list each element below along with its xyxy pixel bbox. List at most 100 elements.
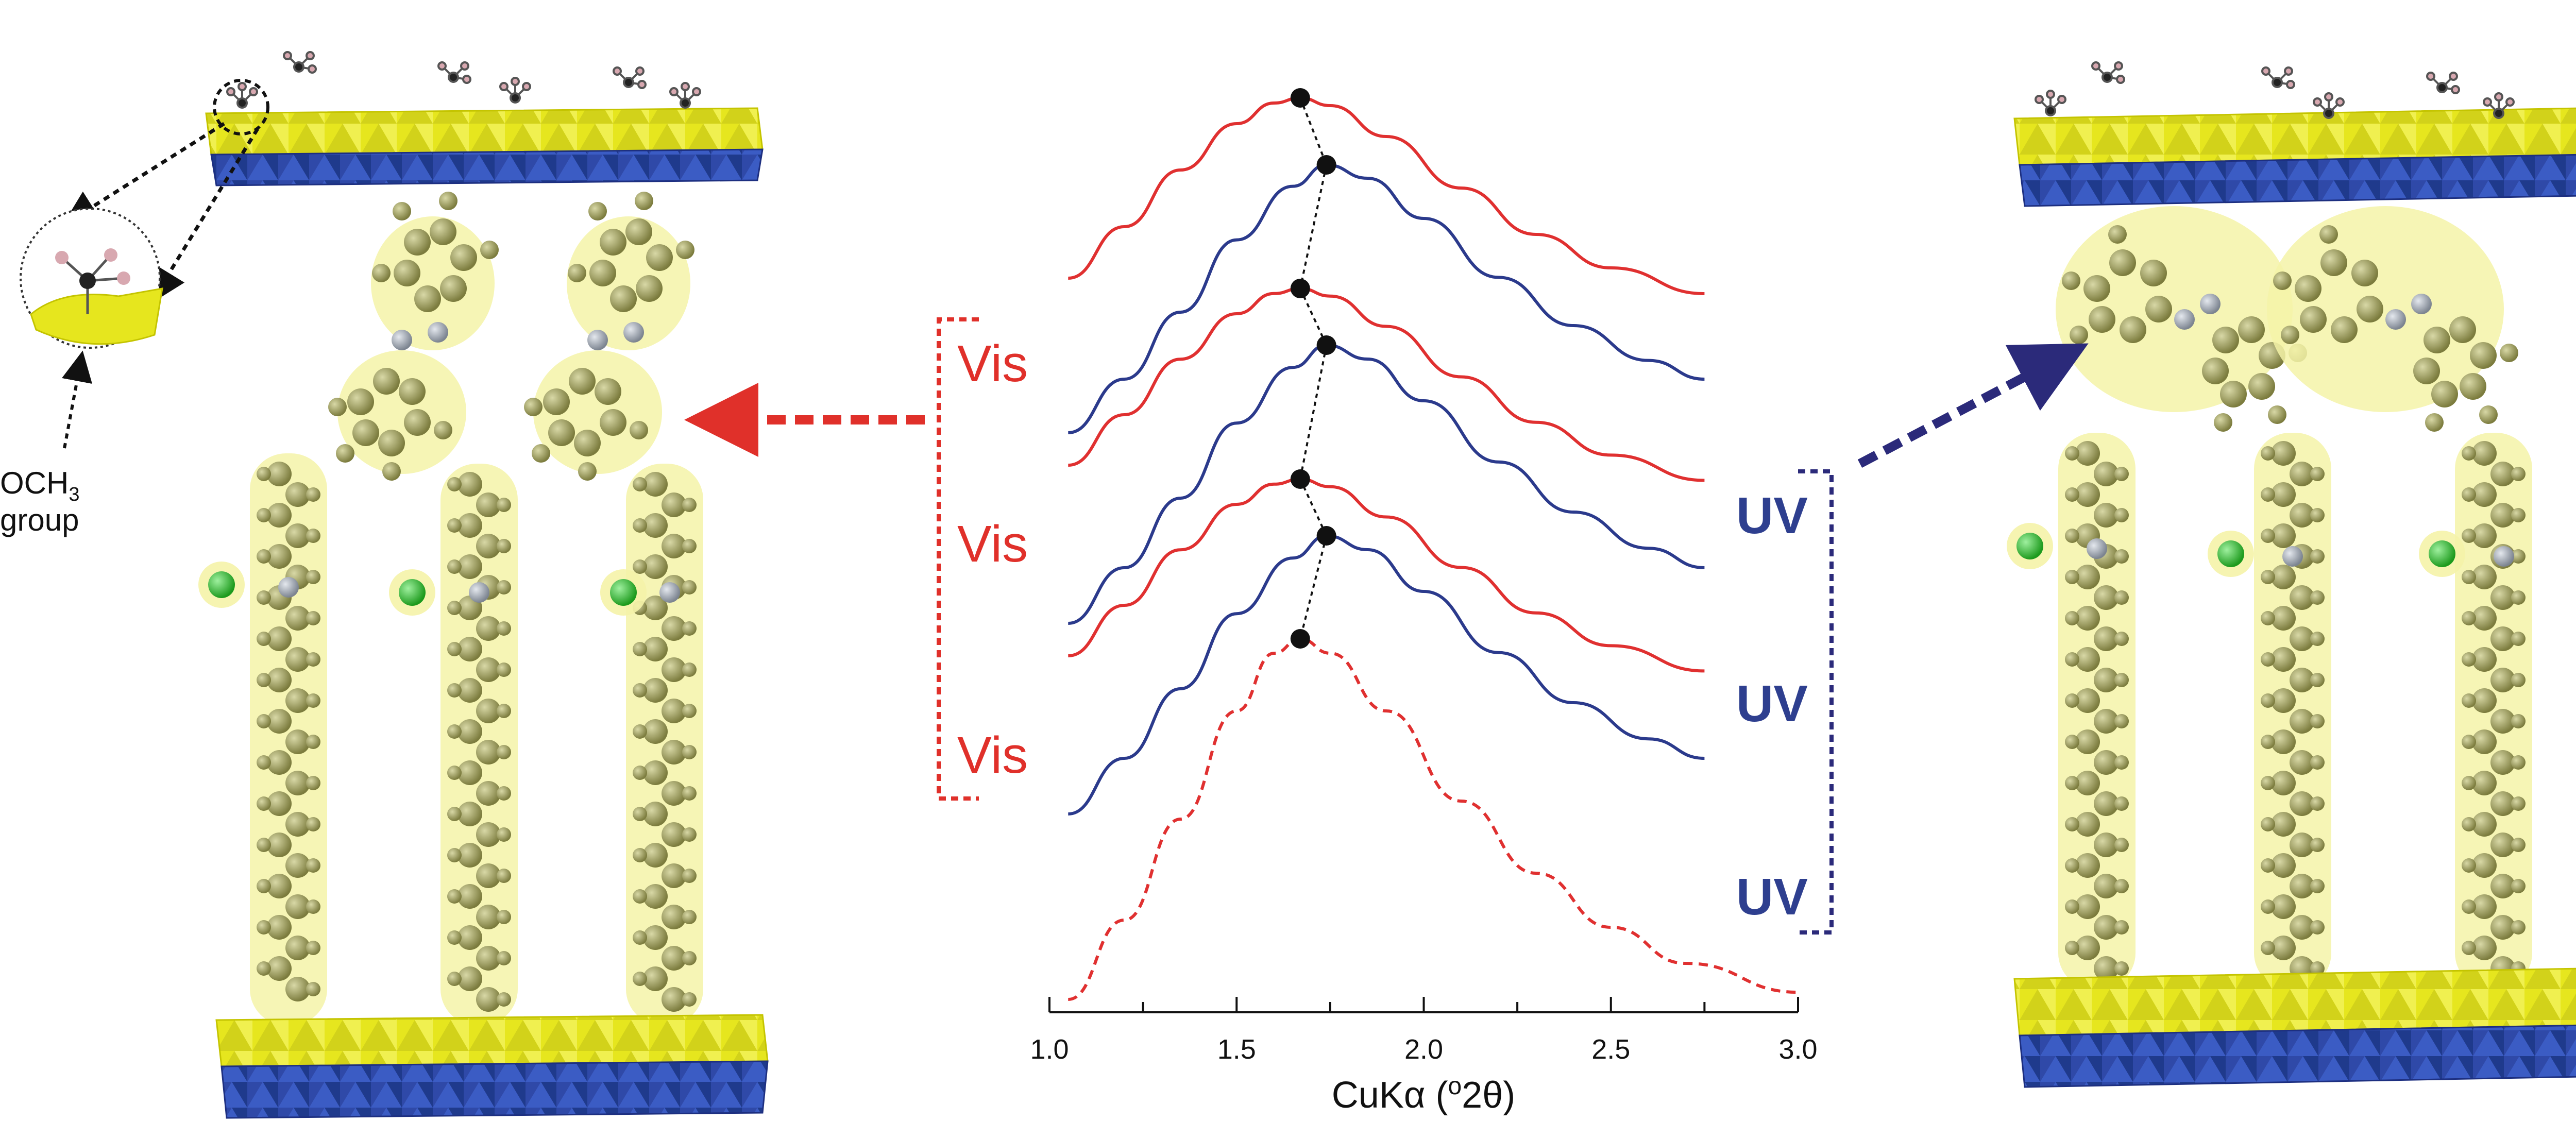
hydrogen-atom [497,827,511,842]
hydrogen-atom [2511,590,2526,605]
hydrogen-atom [447,601,462,615]
carbon-atom [2094,626,2119,651]
hydrogen-atom [257,838,271,852]
hydrogen-atom [682,910,697,924]
carbon-atom [2472,647,2497,672]
hydrogen-atom [306,817,320,831]
carbon-atom [267,750,292,775]
hydrogen-atom [257,467,271,481]
carbon-atom [643,802,668,826]
carbon-atom [285,523,310,548]
hydrogen-atom [2511,879,2526,893]
carbon-atom [457,513,482,538]
carbon-atom [476,657,501,682]
hydrogen-atom [2261,570,2275,584]
carbon-atom [643,719,668,744]
carbon-atom [2490,503,2515,528]
uv-bracket [1798,469,1834,935]
hydrogen-atom [2310,796,2325,811]
hydrogen-atom [682,498,697,512]
nitrogen-atom [659,582,680,603]
carbon-atom [2490,462,2515,486]
peak-guide-4 [1299,345,1328,480]
carbon-atom [457,678,482,703]
carbon-atom [662,740,686,765]
hydrogen-atom [2310,755,2325,770]
hydrogen-atom [447,477,462,491]
hydrogen-atom [2114,508,2129,522]
hydrogen-atom [682,951,697,965]
hydrogen-atom [633,766,647,780]
hydrogen-atom [2065,941,2079,955]
peak-guide-1 [1299,97,1328,165]
hydrogen-atom [257,590,271,605]
hydrogen-atom [2511,632,2526,646]
hydrogen-atom [447,642,462,656]
hydrogen-atom [2462,817,2476,831]
carbon-atom [2472,936,2497,960]
hydrogen-atom [2310,714,2325,728]
carbon-atom [267,544,292,569]
hydrogen-atom [2114,467,2129,481]
hydrogen-atom [2511,673,2526,687]
carbon-atom [2472,853,2497,878]
hydrogen-atom [2114,920,2129,935]
carbon-atom [267,462,292,486]
hydrogen-atom [682,663,697,677]
carbon-atom [2271,812,2296,837]
carbon-atom [2490,585,2515,610]
carbon-atom [2271,565,2296,589]
hydrogen-atom [306,899,320,914]
carbon-atom [2490,874,2515,898]
hydrogen-atom [497,910,511,924]
xrd-series-1 [1068,96,1705,295]
hydrogen-atom [682,621,697,636]
hydrogen-atom [2114,838,2129,852]
carbon-atom [2290,833,2314,857]
hydrogen-atom [2462,446,2476,461]
hydrogen-atom [306,652,320,667]
carbon-atom [643,513,668,538]
carbon-atom [2094,833,2119,857]
nitrogen-atom [278,577,299,598]
x-tick-label-1: 1.0 [1030,1034,1069,1065]
carbon-atom [2094,585,2119,610]
peak-marker-2 [1316,155,1336,175]
hydrogen-atom [2310,590,2325,605]
hydrogen-atom [2310,508,2325,522]
hydrogen-atom [497,580,511,595]
carbon-atom [2094,709,2119,734]
peak-guide-6 [1299,535,1328,639]
carbon-atom [2490,709,2515,734]
hydrogen-atom [2065,487,2079,502]
hydrogen-atom [2511,549,2526,564]
hydrogen-atom [447,518,462,533]
hydrogen-atom [257,673,271,687]
hydrogen-atom [497,992,511,1007]
hydrogen-atom [2462,735,2476,749]
carbon-atom [2075,606,2100,631]
carbon-atom [267,503,292,528]
carbon-atom [662,822,686,847]
carbon-atom [2075,729,2100,754]
carbon-atom [2472,771,2497,795]
carbon-atom [2290,668,2314,692]
carbon-atom [2075,565,2100,589]
hydrogen-atom [633,683,647,698]
carbon-atom [2472,523,2497,548]
carbon-atom [2290,791,2314,816]
carbon-atom [267,791,292,816]
carbon-atom [2472,565,2497,589]
hydrogen-atom [306,693,320,708]
bottom-silicate-layer-right [2013,967,2576,1088]
carbon-atom [285,894,310,919]
carbon-atom [2094,915,2119,940]
hydrogen-atom [2462,776,2476,790]
hydrogen-atom [2511,508,2526,522]
hydrogen-atom [682,869,697,883]
carbon-atom [643,596,668,620]
hydrogen-atom [633,848,647,862]
hydrogen-atom [2511,467,2526,481]
hydrogen-atom [2065,735,2079,749]
carbon-atom [2075,441,2100,466]
